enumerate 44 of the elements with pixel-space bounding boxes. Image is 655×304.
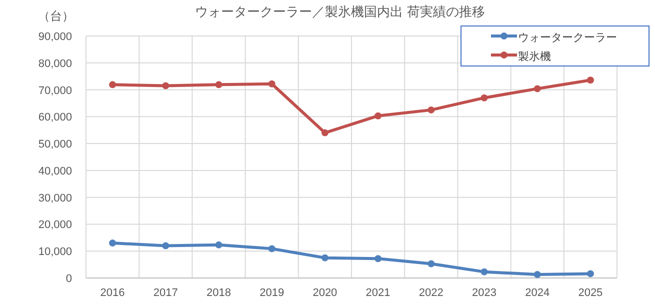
point [268, 80, 276, 88]
y-tick-label: 50,000 [38, 138, 72, 151]
point [162, 82, 170, 90]
point [162, 242, 170, 250]
y-tick-label: 80,000 [38, 58, 72, 70]
y-tick-label: 10,000 [38, 246, 72, 258]
y-tick-label: 40,000 [38, 165, 72, 178]
y-tick-label: 0 [66, 273, 72, 285]
legend-label: ウォータークーラー [518, 32, 617, 44]
x-tick-label: 2024 [525, 287, 550, 299]
point [480, 268, 488, 276]
y-tick-label: 20,000 [38, 219, 72, 232]
point [534, 271, 541, 278]
x-tick-label: 2019 [260, 287, 284, 299]
point [215, 81, 222, 88]
point [586, 76, 594, 84]
point [428, 260, 435, 268]
y-axis-title: （台） [38, 9, 74, 23]
x-tick-label: 2016 [100, 287, 125, 299]
x-tick-label: 2017 [153, 287, 178, 299]
x-tick-label: 2023 [472, 287, 496, 299]
point [268, 245, 276, 252]
x-tick-label: 2020 [312, 287, 338, 299]
point [586, 270, 594, 278]
chart-title: ウォータークーラー／製氷機国内出 荷実績の推移 [195, 4, 485, 19]
y-tick-label: 60,000 [38, 112, 72, 124]
x-tick-label: 2018 [206, 287, 231, 299]
x-tick-label: 2022 [418, 287, 444, 299]
y-tick-label: 90,000 [38, 31, 72, 43]
point [534, 85, 541, 92]
point [215, 241, 222, 248]
point [480, 94, 488, 102]
legend-label: 製氷機 [518, 50, 551, 63]
point [374, 112, 382, 120]
point [109, 81, 116, 88]
y-tick-label: 70,000 [38, 84, 72, 97]
x-tick-label: 2025 [578, 287, 603, 299]
point [428, 106, 435, 114]
y-tick-label: 30,000 [38, 192, 72, 204]
point [374, 255, 382, 262]
point [321, 254, 328, 262]
point [109, 240, 116, 247]
x-tick-label: 2021 [366, 287, 390, 299]
point [321, 129, 328, 136]
